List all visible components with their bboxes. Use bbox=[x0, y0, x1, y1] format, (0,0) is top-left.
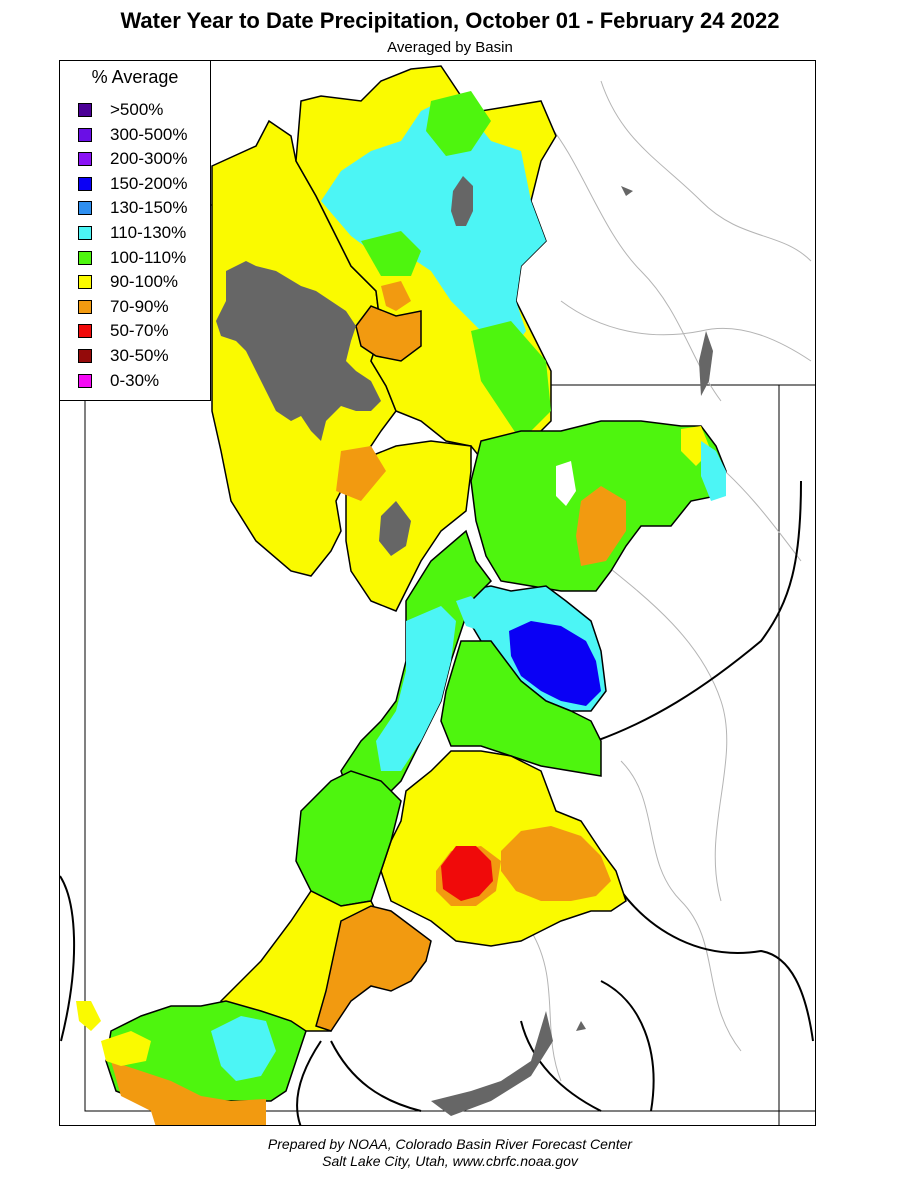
credit-line-2: Salt Lake City, Utah, www.cbrfc.noaa.gov bbox=[322, 1153, 578, 1169]
legend-swatch bbox=[78, 324, 92, 339]
legend-item: 70-90% bbox=[78, 297, 169, 317]
legend-item: 0-30% bbox=[78, 371, 159, 391]
legend-swatch bbox=[78, 127, 92, 142]
basin-bear-orange bbox=[381, 281, 411, 311]
legend-swatch bbox=[78, 176, 92, 191]
legend-swatch bbox=[78, 226, 92, 240]
basin-virgin-orange bbox=[111, 1061, 266, 1125]
legend-label: 0-30% bbox=[110, 370, 160, 390]
legend-title: % Average bbox=[91, 67, 179, 87]
legend-item: 110-130% bbox=[78, 223, 186, 243]
lakes bbox=[431, 186, 713, 1116]
legend-swatch bbox=[78, 373, 92, 388]
basin-duchesne-orange bbox=[576, 486, 626, 566]
legend-swatch bbox=[78, 275, 92, 290]
legend-label: 70-90% bbox=[110, 296, 169, 316]
basin-boundaries bbox=[60, 480, 814, 1125]
basin-virgin-yellow bbox=[101, 1031, 151, 1066]
basin-weber-orange bbox=[355, 305, 422, 362]
basin-upper-green-green-2 bbox=[361, 231, 421, 276]
basin-sevier-cyan bbox=[376, 606, 456, 771]
region-no-data-great-salt-lake bbox=[216, 261, 381, 441]
region-no-data-bear-lake bbox=[451, 176, 473, 226]
legend: % Average >500% 300-500% 200-300% 150-200% 1… bbox=[59, 60, 211, 401]
basin-provo-orange bbox=[336, 446, 386, 501]
legend-label: 110-130% bbox=[110, 223, 187, 242]
basin-sevier-cyan-2 bbox=[456, 596, 491, 631]
legend-label: 50-70% bbox=[110, 321, 169, 341]
basin-upper-green-green bbox=[426, 91, 491, 156]
basin-escalante-red bbox=[441, 846, 493, 901]
map-subtitle: Averaged by Basin bbox=[387, 39, 513, 56]
basin-southwest-green bbox=[295, 770, 402, 907]
credit-line-1: Prepared by NOAA, Colorado Basin River F… bbox=[267, 1136, 633, 1152]
legend-swatch bbox=[78, 201, 92, 216]
credit: Prepared by NOAA, Colorado Basin River F… bbox=[0, 1136, 900, 1170]
legend-item: 100-110% bbox=[78, 248, 186, 268]
legend-swatch bbox=[78, 349, 92, 363]
precipitation-map bbox=[60, 65, 815, 1125]
basin-upper-green-cyan bbox=[321, 101, 546, 351]
legend-label: >500% bbox=[110, 100, 164, 119]
basin-virgin-cyan bbox=[211, 1016, 276, 1081]
legend-label: 300-500% bbox=[110, 124, 188, 144]
basin-escalante-orange bbox=[501, 826, 611, 901]
legend-label: 200-300% bbox=[110, 149, 188, 169]
basin-southwest-orange bbox=[315, 905, 432, 1032]
basin-beaver-yellow bbox=[76, 1001, 101, 1031]
basin-upper-green-green-3 bbox=[471, 321, 551, 441]
basin-fills bbox=[76, 65, 727, 1125]
state-border-south bbox=[84, 401, 815, 1112]
legend-item: 90-100% bbox=[78, 272, 178, 292]
legend-swatch bbox=[78, 299, 92, 314]
legend-swatch bbox=[78, 103, 92, 117]
basin-price-blue bbox=[509, 621, 601, 706]
map-frame bbox=[59, 60, 816, 1126]
legend-item: 200-300% bbox=[78, 149, 188, 169]
basin-duchesne-white bbox=[556, 461, 576, 506]
legend-label: 100-110% bbox=[110, 247, 187, 267]
legend-label: 90-100% bbox=[110, 272, 179, 292]
legend-item: 130-150% bbox=[78, 198, 188, 218]
legend-item: 300-500% bbox=[78, 125, 188, 145]
basin-utah-lake bbox=[379, 501, 411, 556]
legend-swatch bbox=[78, 152, 92, 167]
legend-item: 30-50% bbox=[78, 346, 169, 366]
legend-swatch bbox=[78, 250, 92, 265]
legend-label: 30-50% bbox=[110, 346, 169, 365]
legend-item: 50-70% bbox=[78, 321, 169, 341]
legend-label: 130-150% bbox=[110, 198, 188, 218]
basin-duchesne-cyan bbox=[701, 441, 726, 501]
legend-item: 150-200% bbox=[78, 174, 188, 194]
basin-fremont bbox=[440, 640, 602, 777]
legend-label: 150-200% bbox=[110, 173, 188, 193]
map-title: Water Year to Date Precipitation, Octobe… bbox=[120, 8, 780, 33]
legend-item: >500% bbox=[78, 100, 163, 120]
